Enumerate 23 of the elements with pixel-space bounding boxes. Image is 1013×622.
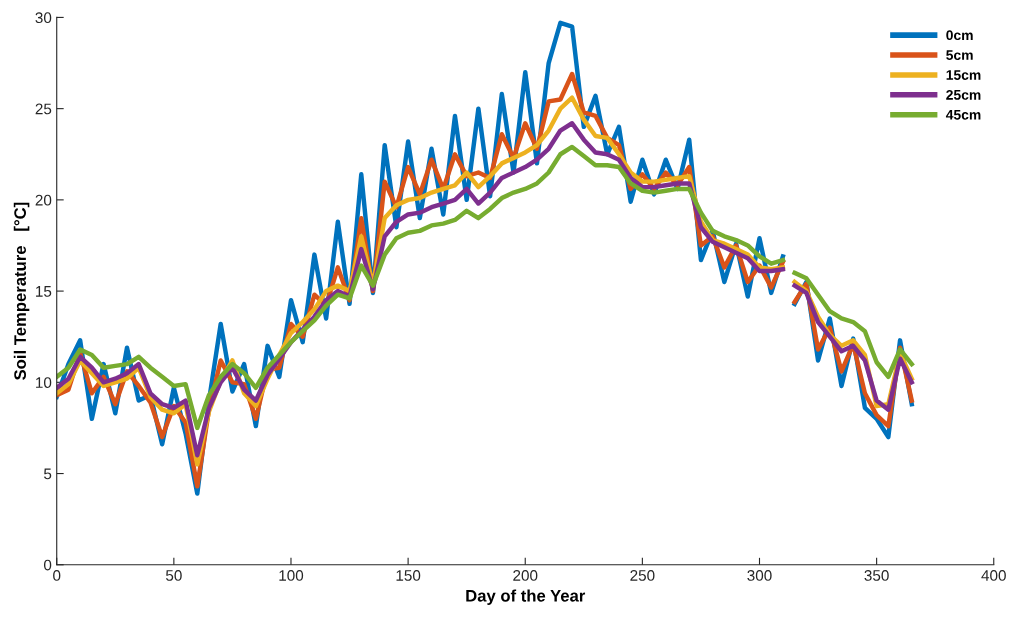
x-tick-label: 0 — [53, 570, 61, 581]
legend-label: 25cm — [946, 89, 981, 100]
x-tick-label: 250 — [630, 570, 655, 581]
y-tick-label: 20 — [35, 194, 52, 206]
legend-label: 0cm — [946, 30, 973, 41]
x-tick-label: 50 — [165, 570, 182, 581]
x-tick-label: 400 — [981, 570, 1006, 581]
legend-label: 15cm — [946, 70, 981, 80]
x-tick-label: 150 — [396, 570, 421, 581]
y-tick-label: 5 — [43, 468, 52, 480]
y-axis-title: Soil Temperature [°C] — [13, 202, 30, 380]
y-tick-label: 15 — [36, 286, 52, 297]
y-tick-label: 10 — [36, 377, 52, 389]
legend-label: 5cm — [946, 50, 973, 61]
y-tick-label: 25 — [35, 103, 52, 115]
x-axis-title: Day of the Year — [466, 589, 586, 605]
x-tick-label: 350 — [864, 570, 889, 581]
legend-label: 45cm — [945, 109, 981, 120]
y-tick-label: 0 — [43, 559, 52, 571]
y-tick-label: 30 — [35, 12, 52, 24]
x-tick-label: 200 — [513, 570, 538, 581]
x-tick-label: 100 — [279, 570, 304, 581]
x-tick-label: 300 — [747, 570, 772, 581]
